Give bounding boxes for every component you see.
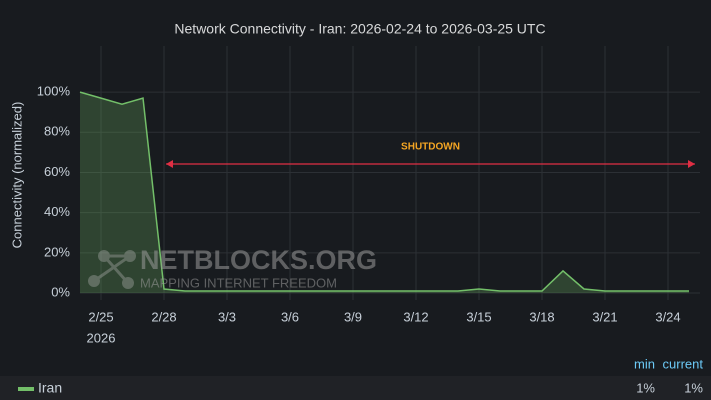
x-tick-label: 3/9 [344, 309, 362, 324]
legend-header: min [634, 356, 655, 371]
legend-swatch [18, 387, 34, 391]
x-tick-label: 3/6 [281, 309, 299, 324]
legend-label: Iran [38, 380, 62, 396]
x-tick-label: 3/12 [403, 309, 428, 324]
legend-stat: 1% [636, 380, 655, 395]
line [79, 91, 689, 292]
x-tick-label: 3/15 [466, 309, 491, 324]
x-year-label: 2026 [87, 330, 116, 345]
x-tick-label: 3/3 [218, 309, 236, 324]
y-tick-label: 80% [44, 124, 70, 139]
arrow-head [688, 160, 695, 168]
chart-title: Network Connectivity - Iran: 2026-02-24 … [174, 21, 545, 37]
x-tick-label: 3/21 [592, 309, 617, 324]
area [80, 92, 689, 293]
legend-header: current [663, 356, 704, 371]
watermark-subtitle: MAPPING INTERNET FREEDOM [140, 275, 337, 290]
y-tick-label: 0% [51, 284, 70, 299]
y-axis-label: Connectivity (normalized) [9, 102, 24, 249]
x-tick-label: 3/18 [529, 309, 554, 324]
arrow-head [166, 160, 173, 168]
y-tick-label: 60% [44, 164, 70, 179]
plot [79, 46, 700, 300]
watermark-title: NETBLOCKS.ORG [140, 245, 377, 275]
y-tick-label: 20% [44, 244, 70, 259]
legend-row-bg [0, 376, 711, 400]
legend-stat: 1% [684, 380, 703, 395]
x-tick-label: 2/25 [88, 309, 113, 324]
x-tick-label: 3/24 [655, 309, 680, 324]
y-tick-label: 40% [44, 204, 70, 219]
y-tick-label: 100% [37, 84, 71, 99]
x-tick-label: 2/28 [151, 309, 176, 324]
annotation-label: SHUTDOWN [401, 142, 460, 153]
watermark-logo [88, 250, 136, 289]
